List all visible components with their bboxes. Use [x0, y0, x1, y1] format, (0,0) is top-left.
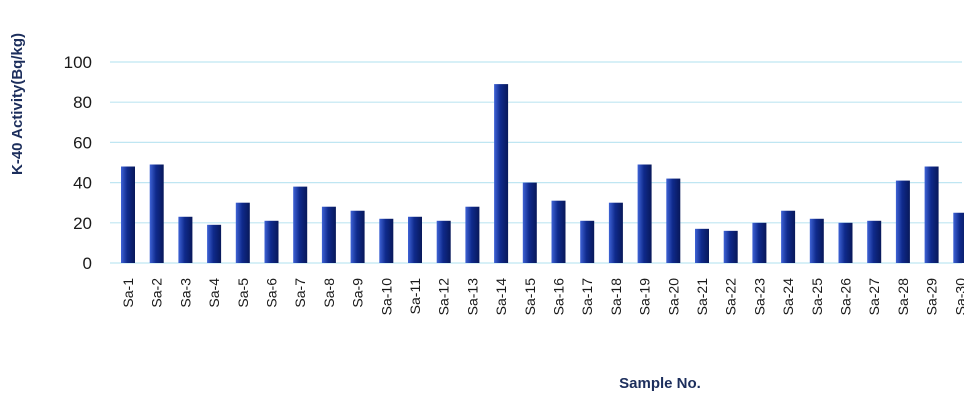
y-tick-label: 60 [73, 133, 92, 152]
x-tick-label: Sa-11 [407, 278, 423, 315]
x-axis-category-labels: Sa-1 Sa-2 Sa-3 Sa-4 Sa-5 Sa-6 Sa-7 Sa-8 Sa-9 Sa-1… [120, 278, 964, 316]
bar-Sa-13 [465, 206, 480, 263]
bar-Sa-11 [408, 216, 422, 263]
x-tick-label: Sa-17 [579, 278, 595, 316]
x-tick-label: Sa-6 [264, 278, 280, 308]
y-axis-ticks: 0 20 40 60 80 100 [64, 53, 92, 273]
bar-Sa-22 [723, 230, 738, 263]
x-tick-label: Sa-21 [694, 278, 710, 316]
x-tick-label: Sa-16 [551, 278, 567, 316]
y-axis-title: K-40 Activity(Bq/kg) [9, 33, 26, 175]
x-tick-label: Sa-18 [608, 278, 624, 316]
bar-Sa-28 [895, 180, 910, 263]
bar-Sa-23 [752, 222, 767, 263]
bar-Sa-12 [436, 220, 451, 263]
x-tick-label: Sa-29 [924, 278, 940, 316]
y-tick-label: 80 [73, 93, 92, 112]
bar-Sa-17 [580, 220, 595, 263]
x-tick-label: Sa-7 [292, 278, 308, 308]
x-tick-label: Sa-9 [350, 278, 366, 308]
x-tick-label: Sa-25 [809, 278, 825, 316]
x-tick-label: Sa-22 [723, 278, 739, 316]
x-tick-label: Sa-1 [120, 278, 136, 308]
bar-Sa-10 [379, 218, 394, 263]
x-tick-label: Sa-19 [637, 278, 653, 316]
y-tick-label: 40 [73, 174, 92, 193]
bar-Sa-24 [781, 210, 796, 263]
y-tick-label: 100 [64, 53, 92, 72]
bar-Sa-8 [321, 206, 336, 263]
bars [121, 84, 964, 263]
y-tick-label: 20 [73, 214, 92, 233]
x-tick-label: Sa-3 [177, 278, 193, 308]
x-tick-label: Sa-28 [895, 278, 911, 316]
x-tick-label: Sa-5 [235, 278, 251, 308]
x-tick-label: Sa-2 [149, 278, 165, 308]
bar-Sa-16 [551, 200, 566, 263]
x-tick-label: Sa-4 [206, 278, 222, 308]
bar-Sa-4 [207, 224, 222, 263]
bar-Sa-30 [953, 212, 964, 263]
x-tick-label: Sa-20 [665, 278, 681, 316]
x-tick-label: Sa-13 [464, 278, 480, 316]
bar-Sa-18 [608, 202, 623, 263]
bar-Sa-29 [924, 166, 939, 263]
x-tick-label: Sa-15 [522, 278, 538, 316]
bar-Sa-27 [867, 220, 882, 263]
bar-Sa-3 [178, 216, 193, 263]
bar-Sa-9 [350, 210, 365, 263]
x-tick-label: Sa-10 [378, 278, 394, 316]
bar-Sa-14 [494, 84, 509, 263]
bar-Sa-5 [235, 202, 250, 263]
x-tick-label: Sa-27 [866, 278, 882, 316]
bar-Sa-2 [149, 164, 164, 263]
bar-Sa-26 [838, 222, 853, 263]
x-tick-label: Sa-24 [780, 278, 796, 316]
x-tick-label: Sa-30 [952, 278, 964, 316]
x-tick-label: Sa-12 [436, 278, 452, 316]
x-tick-label: Sa-14 [493, 278, 509, 316]
bar-Sa-21 [695, 228, 709, 263]
x-tick-label: Sa-26 [838, 278, 854, 316]
bar-Sa-6 [264, 220, 279, 263]
bar-Sa-15 [522, 182, 537, 263]
x-axis-title: Sample No. [619, 375, 701, 392]
bar-Sa-20 [666, 178, 681, 263]
x-tick-label: Sa-23 [751, 278, 767, 316]
bar-Sa-19 [637, 164, 652, 263]
bar-Sa-25 [809, 218, 824, 263]
y-tick-label: 0 [83, 254, 92, 273]
x-tick-label: Sa-8 [321, 278, 337, 308]
bar-Sa-1 [121, 166, 135, 263]
bar-Sa-7 [293, 186, 308, 263]
